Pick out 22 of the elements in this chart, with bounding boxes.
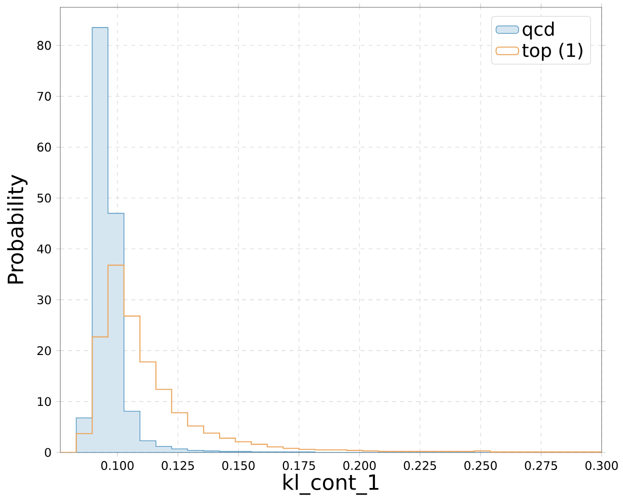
legend-label: qcd — [522, 22, 554, 40]
x-tick-label: 0.200 — [343, 460, 376, 470]
y-tick-label: 80 — [37, 40, 51, 50]
y-tick-label: 30 — [37, 295, 51, 304]
x-tick-label: 0.300 — [585, 460, 618, 470]
x-axis-title: kl_cont_1 — [284, 474, 378, 495]
x-tick-label: 0.225 — [404, 460, 436, 470]
y-tick-label: 20 — [37, 346, 51, 356]
x-tick-label: 0.150 — [222, 460, 255, 470]
y-axis-title: Probability — [7, 174, 28, 284]
x-tick-label: 0.175 — [282, 460, 315, 470]
y-tick-label: 70 — [38, 92, 51, 101]
y-tick-label: 60 — [37, 142, 51, 152]
y-tick-label: 10 — [38, 397, 51, 406]
x-tick-label: 0.100 — [101, 460, 134, 470]
y-tick-label: 50 — [37, 193, 51, 202]
legend-label: top (1) — [522, 42, 582, 61]
x-tick-label: 0.250 — [464, 460, 497, 470]
y-tick-label: 0 — [44, 448, 51, 457]
x-tick-label: 0.275 — [524, 460, 558, 470]
y-tick-label: 40 — [37, 244, 51, 254]
x-tick-label: 0.125 — [162, 460, 194, 470]
